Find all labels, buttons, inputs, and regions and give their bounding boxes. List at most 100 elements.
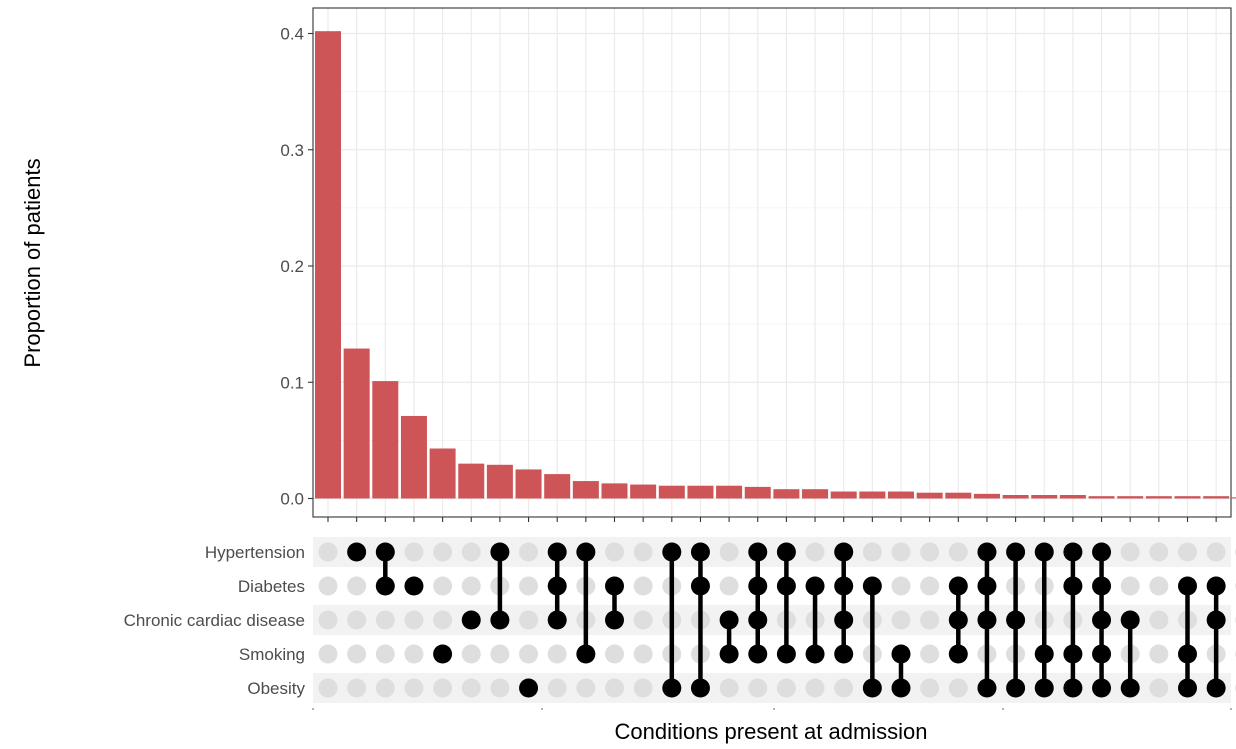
bar — [486, 464, 513, 499]
set-label: Hypertension — [205, 543, 305, 562]
bar — [544, 474, 571, 499]
matrix-dot-inactive — [633, 542, 653, 562]
matrix-dot-inactive — [633, 610, 653, 630]
bar — [658, 485, 685, 499]
bar — [1002, 495, 1029, 499]
matrix-dot-inactive — [461, 644, 481, 664]
matrix-dot-inactive — [433, 542, 453, 562]
matrix-dot-inactive — [318, 576, 338, 596]
bar — [1203, 496, 1230, 499]
matrix-dot-inactive — [605, 542, 624, 562]
matrix-dot-inactive — [862, 542, 882, 562]
matrix-dot-inactive — [633, 576, 653, 596]
y-tick-label: 0.2 — [280, 257, 304, 276]
matrix-dot-inactive — [1120, 576, 1140, 596]
set-label: Smoking — [239, 645, 305, 664]
matrix-dot-inactive — [461, 576, 481, 596]
matrix-dot-inactive — [433, 576, 453, 596]
matrix-dot-inactive — [1149, 644, 1169, 664]
bar — [773, 489, 800, 499]
bar — [572, 481, 599, 499]
y-axis: 0.0 0.1 0.2 0.3 0.4 — [280, 25, 313, 509]
y-tick-label: 0.4 — [280, 25, 304, 44]
bar — [1059, 495, 1086, 499]
matrix-dot-inactive — [1178, 542, 1197, 562]
bar — [945, 492, 972, 499]
matrix-dot-inactive — [547, 644, 567, 664]
matrix-dot-inactive — [891, 542, 911, 562]
matrix-dot-inactive — [375, 678, 395, 698]
matrix-dot-inactive — [318, 542, 338, 562]
bar — [400, 415, 427, 499]
bar — [1031, 495, 1058, 499]
bar — [687, 485, 714, 499]
x-axis-ticks — [327, 517, 1217, 522]
matrix-dot-active — [461, 610, 481, 630]
matrix-dot-inactive — [1149, 542, 1169, 562]
matrix-dot-inactive — [490, 678, 510, 698]
matrix-dot-inactive — [404, 610, 424, 630]
y-axis-title: Proportion of patients — [20, 158, 45, 367]
matrix-dot-inactive — [461, 678, 481, 698]
matrix-dot-inactive — [404, 678, 424, 698]
y-tick-label: 0.0 — [280, 490, 304, 509]
set-label: Obesity — [247, 679, 305, 698]
matrix-dot-inactive — [433, 610, 453, 630]
matrix-dot-inactive — [347, 644, 367, 664]
matrix-dot-active — [433, 644, 453, 664]
matrix-dot-inactive — [920, 610, 940, 630]
bar — [601, 483, 628, 499]
bar — [888, 491, 914, 499]
matrix-dot-active — [519, 678, 539, 698]
matrix-dot-inactive — [920, 678, 940, 698]
matrix-dot-inactive — [519, 542, 539, 562]
bars — [315, 31, 1236, 499]
matrix-dot-inactive — [920, 644, 940, 664]
matrix-dot-inactive — [920, 542, 940, 562]
bar-panel-border — [312, 7, 1232, 518]
set-label: Chronic cardiac disease — [124, 611, 305, 630]
bar — [859, 491, 886, 499]
bar — [1145, 496, 1172, 499]
matrix-dot-inactive — [404, 542, 424, 562]
matrix-dot-inactive — [318, 644, 338, 664]
bar-panel-background — [313, 8, 1231, 517]
matrix-dot-inactive — [318, 678, 338, 698]
matrix-dot-inactive — [719, 678, 739, 698]
bar — [1231, 497, 1236, 499]
y-tick-label: 0.3 — [280, 141, 304, 160]
x-axis-title: Conditions present at admission — [614, 719, 927, 744]
matrix-dot-active — [347, 542, 367, 562]
matrix-dot-inactive — [719, 576, 739, 596]
y-tick-label: 0.1 — [280, 373, 304, 392]
matrix-dot-inactive — [375, 644, 395, 664]
matrix-dot-inactive — [375, 610, 395, 630]
bar-panel: 0.0 0.1 0.2 0.3 0.4 — [280, 7, 1236, 522]
matrix-dot-inactive — [547, 678, 567, 698]
matrix-dot-inactive — [461, 542, 481, 562]
matrix-dot-inactive — [748, 678, 768, 698]
matrix-dot-inactive — [347, 678, 367, 698]
bar — [515, 469, 542, 499]
bar — [630, 484, 657, 499]
matrix-dot-inactive — [404, 644, 424, 664]
matrix-dot-inactive — [605, 644, 624, 664]
matrix-dot-inactive — [1149, 678, 1169, 698]
matrix-dot-inactive — [1120, 542, 1140, 562]
matrix-dot-inactive — [633, 678, 653, 698]
matrix-panel: Hypertension Diabetes Chronic cardiac dise… — [124, 537, 1236, 710]
matrix-dot-inactive — [347, 576, 367, 596]
matrix-dot-inactive — [805, 678, 825, 698]
bar — [830, 491, 857, 499]
bar — [1174, 496, 1201, 499]
matrix-dot-inactive — [948, 542, 968, 562]
matrix-dot-inactive — [576, 678, 596, 698]
matrix-connectors — [383, 552, 1219, 688]
bar — [802, 489, 829, 499]
gridlines — [313, 8, 1231, 517]
bar — [429, 448, 456, 499]
matrix-dot-inactive — [1206, 542, 1226, 562]
matrix-dot-inactive — [1149, 610, 1169, 630]
matrix-dot-inactive — [891, 610, 911, 630]
matrix-dot-inactive — [920, 576, 940, 596]
